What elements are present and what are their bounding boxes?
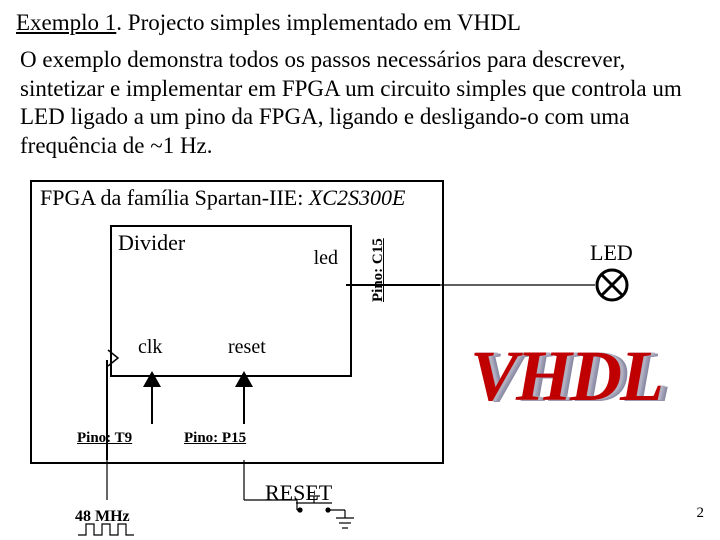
pin-t9-label: Pino: T9 <box>77 430 132 447</box>
fpga-part-number: XC2S300E <box>309 185 406 210</box>
slide-title: Exemplo 1. Projecto simples implementado… <box>0 0 720 42</box>
clk-port-label: clk <box>138 336 162 359</box>
title-rest: . Projecto simples implementado em VHDL <box>116 10 521 35</box>
led-port-label: led <box>314 247 338 270</box>
page-number: 2 <box>697 505 705 522</box>
pin-c15-label: Pino: C15 <box>370 238 387 302</box>
fpga-outer-box: FPGA da família Spartan-IIE: XC2S300E Di… <box>30 180 444 464</box>
slide-body: O exemplo demonstra todos os passos nece… <box>0 42 720 169</box>
led-title: LED <box>590 240 633 266</box>
example-number: Exemplo 1 <box>16 10 116 35</box>
led-icon <box>595 268 629 302</box>
reset-button-label: RESET <box>265 480 332 506</box>
divider-box: Divider led clk reset <box>110 225 352 377</box>
vhdl-logo: VHDL <box>470 335 662 418</box>
fpga-label: FPGA da família Spartan-IIE: XC2S300E <box>40 185 405 211</box>
divider-label: Divider <box>118 230 185 256</box>
clock-freq-label: 48 MHz <box>75 508 130 526</box>
fpga-label-prefix: FPGA da família Spartan-IIE: <box>40 185 309 210</box>
pin-p15-label: Pino: P15 <box>184 430 246 447</box>
reset-port-label: reset <box>228 336 266 359</box>
